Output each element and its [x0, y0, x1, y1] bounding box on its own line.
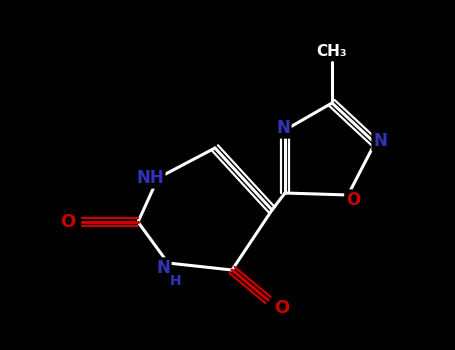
Text: N: N	[373, 132, 387, 150]
Text: O: O	[274, 299, 290, 317]
Text: N: N	[276, 119, 290, 137]
Text: O: O	[61, 213, 76, 231]
Text: H: H	[170, 274, 182, 288]
Text: NH: NH	[136, 169, 164, 187]
Text: N: N	[156, 259, 170, 277]
Text: CH₃: CH₃	[317, 44, 347, 60]
Text: O: O	[346, 191, 360, 209]
